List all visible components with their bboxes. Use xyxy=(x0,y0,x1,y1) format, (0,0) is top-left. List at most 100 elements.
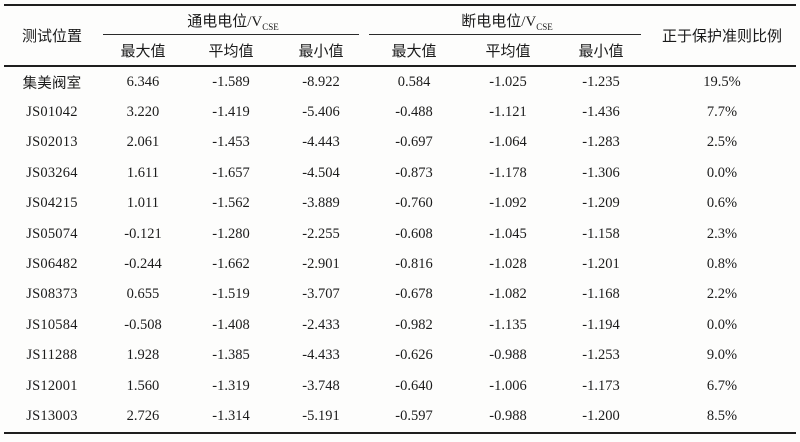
value-cell: -1.436 xyxy=(582,104,620,121)
header-test-position: 测试位置 xyxy=(3,5,100,67)
value-cell: 1.611 xyxy=(126,164,160,181)
subheader-on-max: 最大值 xyxy=(99,35,186,67)
value-cell: -0.697 xyxy=(395,134,433,151)
value-cell: 0.6% xyxy=(706,195,738,212)
value-cell: -0.508 xyxy=(124,316,162,333)
table-row: JS12001 1.560 -1.319 -3.748 -0.640 -1.006 -1.1… xyxy=(4,371,796,401)
value-cell: 6.346 xyxy=(126,73,160,90)
table-row: JS11288 1.928 -1.385 -4.433 -0.626 -0.988 -1.2… xyxy=(4,341,796,371)
value-cell: 6.7% xyxy=(706,377,738,394)
value-cell: 2.3% xyxy=(706,225,738,242)
value-cell: -0.608 xyxy=(395,225,433,242)
value-cell: -1.453 xyxy=(212,134,250,151)
position-cell: JS12001 xyxy=(26,377,78,394)
value-cell: -4.504 xyxy=(302,164,340,181)
value-cell: -5.406 xyxy=(302,104,340,121)
position-cell: JS08373 xyxy=(26,286,78,303)
subheader-on-min: 最小值 xyxy=(275,35,366,67)
value-cell: -1.306 xyxy=(582,164,620,181)
table-row: JS04215 1.011 -1.562 -3.889 -0.760 -1.092 -1.2… xyxy=(4,189,796,219)
table-row: JS01042 3.220 -1.419 -5.406 -0.488 -1.121 -1.4… xyxy=(4,97,796,127)
position-cell: JS05074 xyxy=(26,225,78,242)
value-cell: -1.194 xyxy=(582,316,620,333)
table-body: 集美阀室 6.346 -1.589 -8.922 0.584 -1.025 -1.235 19… xyxy=(4,66,796,433)
value-cell: -1.121 xyxy=(489,104,527,121)
value-cell: 19.5% xyxy=(703,73,741,90)
value-cell: -5.191 xyxy=(302,407,340,424)
value-cell: 1.560 xyxy=(126,377,160,394)
value-cell: -1.314 xyxy=(212,407,250,424)
subheader-on-avg: 平均值 xyxy=(185,35,276,67)
value-cell: 2.5% xyxy=(706,134,738,151)
value-cell: 8.5% xyxy=(706,407,738,424)
table-row: 集美阀室 6.346 -1.589 -8.922 0.584 -1.025 -1.235 19… xyxy=(4,66,796,97)
value-cell: -1.082 xyxy=(489,286,527,303)
header-group-on-potential: 通电电位/VCSE xyxy=(100,5,366,35)
value-cell: 2.061 xyxy=(126,134,160,151)
value-cell: -4.433 xyxy=(302,347,340,364)
table-row: JS06482 -0.244 -1.662 -2.901 -0.816 -1.028 -1.… xyxy=(4,249,796,279)
value-cell: 2.726 xyxy=(126,407,160,424)
value-cell: 9.0% xyxy=(706,347,738,364)
table-header: 测试位置 通电电位/VCSE 断电电位/VCSE 正于保护准则比例 最大值 平均… xyxy=(3,5,797,67)
value-cell: -0.488 xyxy=(395,104,433,121)
value-cell: -1.168 xyxy=(582,286,620,303)
table-row: JS03264 1.611 -1.657 -4.504 -0.873 -1.178 -1.3… xyxy=(4,158,796,188)
table-row: JS13003 2.726 -1.314 -5.191 -0.597 -0.988 -1.2… xyxy=(4,401,796,432)
value-cell: -1.209 xyxy=(582,195,620,212)
value-cell: -0.678 xyxy=(395,286,433,303)
value-cell: -2.433 xyxy=(302,316,340,333)
value-cell: 0.655 xyxy=(126,286,160,303)
value-cell: -1.280 xyxy=(212,225,250,242)
value-cell: -3.707 xyxy=(302,286,340,303)
on-potential-subscript: CSE xyxy=(262,22,279,32)
value-cell: -1.253 xyxy=(582,347,620,364)
value-cell: -1.158 xyxy=(582,225,620,242)
position-cell: JS03264 xyxy=(26,164,78,181)
value-cell: -0.988 xyxy=(489,407,527,424)
value-cell: -4.443 xyxy=(302,134,340,151)
header-row-subcolumns: 最大值 平均值 最小值 最大值 平均值 最小值 xyxy=(4,35,796,67)
table-row: JS08373 0.655 -1.519 -3.707 -0.678 -1.082 -1.1… xyxy=(4,280,796,310)
value-cell: -1.235 xyxy=(582,73,620,90)
position-cell: JS11288 xyxy=(26,347,78,364)
value-cell: -0.982 xyxy=(395,316,433,333)
value-cell: -1.408 xyxy=(212,316,250,333)
off-potential-subscript: CSE xyxy=(536,22,553,32)
value-cell: -1.045 xyxy=(489,225,527,242)
subheader-off-min: 最小值 xyxy=(554,35,649,67)
value-cell: -1.025 xyxy=(489,73,527,90)
value-cell: -0.816 xyxy=(395,256,433,273)
header-group-off-potential: 断电电位/VCSE xyxy=(366,5,648,35)
value-cell: -1.173 xyxy=(582,377,620,394)
value-cell: -0.626 xyxy=(395,347,433,364)
position-cell: JS10584 xyxy=(26,316,78,333)
value-cell: 3.220 xyxy=(126,104,160,121)
value-cell: -3.889 xyxy=(302,195,340,212)
value-cell: -1.178 xyxy=(489,164,527,181)
value-cell: 1.011 xyxy=(126,195,160,212)
value-cell: -1.589 xyxy=(212,73,250,90)
value-cell: -1.201 xyxy=(582,256,620,273)
header-protection-criterion-ratio: 正于保护准则比例 xyxy=(648,5,797,67)
value-cell: -1.283 xyxy=(582,134,620,151)
table-row: JS02013 2.061 -1.453 -4.443 -0.697 -1.064 -1.2… xyxy=(4,128,796,158)
value-cell: 1.928 xyxy=(126,347,160,364)
value-cell: 0.8% xyxy=(706,256,738,273)
value-cell: 2.2% xyxy=(706,286,738,303)
value-cell: -1.562 xyxy=(212,195,250,212)
value-cell: -8.922 xyxy=(302,73,340,90)
value-cell: 0.0% xyxy=(706,316,738,333)
value-cell: -0.121 xyxy=(124,225,162,242)
value-cell: -0.244 xyxy=(124,256,162,273)
position-cell: JS06482 xyxy=(26,256,78,273)
value-cell: -3.748 xyxy=(302,377,340,394)
off-potential-label: 断电电位/V xyxy=(461,14,537,30)
value-cell: -1.662 xyxy=(212,256,250,273)
value-cell: 0.584 xyxy=(397,73,431,90)
value-cell: 0.0% xyxy=(706,164,738,181)
value-cell: -0.873 xyxy=(395,164,433,181)
subheader-off-avg: 平均值 xyxy=(462,35,554,67)
header-row-groups: 测试位置 通电电位/VCSE 断电电位/VCSE 正于保护准则比例 xyxy=(3,5,797,67)
